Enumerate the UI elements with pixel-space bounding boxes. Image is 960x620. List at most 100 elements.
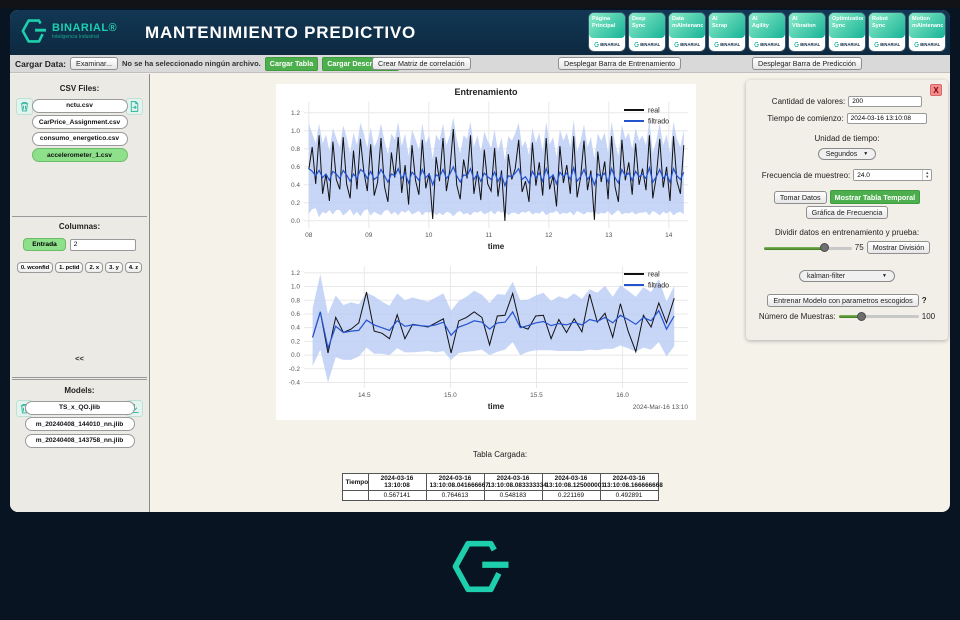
footer-brand-logo [452,540,509,593]
tabla-cargada-title: Tabla Cargada: [472,450,528,459]
table-cell: 0.764613 [425,490,485,501]
nav-button-brand: BINARIAL [869,38,905,51]
nav-app-button[interactable]: Robot Sync BINARIAL [869,13,905,51]
svg-text:-0.2: -0.2 [289,366,301,373]
cargar-tabla-button[interactable]: Cargar Tabla [264,56,319,71]
desplegar-prediccion-button[interactable]: Desplegar Barra de Predicción [752,57,862,70]
svg-text:filtrado: filtrado [648,119,669,126]
nav-button-brand: BINARIAL [789,38,825,51]
mostrar-division-button[interactable]: Mostrar División [866,241,931,254]
crear-matriz-button[interactable]: Crear Matriz de correlación [372,57,471,70]
chevron-down-icon: ▼ [863,151,869,157]
nav-app-button[interactable]: AI Scrap BINARIAL [709,13,745,51]
brand-subtitle: Inteligencia Industrial [52,34,99,41]
svg-text:real: real [648,108,660,115]
spinner-arrows[interactable]: ▲ ▼ [922,170,931,180]
brand-hexagon-icon [21,19,46,43]
model-item[interactable]: m_20240408_144010_nn.jlib [24,417,135,431]
nav-app-button[interactable]: Optimization Sync BINARIAL [829,13,865,51]
tiempo-label: Tiempo de comienzo: [767,114,844,123]
slider-thumb[interactable] [819,243,829,252]
content-area: CSV Files: nctu.csv CarPrice_Assignment.… [10,74,950,512]
svg-text:11: 11 [485,232,492,239]
top-edge-strip [0,0,960,8]
cantidad-row: Cantidad de valores: [746,96,948,107]
column-button[interactable]: 2. x [85,262,104,273]
help-text: ? [921,296,927,305]
column-button[interactable]: 3. y [105,262,123,273]
csv-file-item[interactable]: CarPrice_Assignment.csv [31,115,128,129]
muestras-row: Número de Muestras: 100 [746,311,948,321]
svg-text:15.5: 15.5 [530,392,543,399]
cantidad-input[interactable] [848,96,923,107]
table-header-cell: 2024-03-16 13:10:08.041666667 [425,473,489,491]
column-button[interactable]: 0. wconfid [16,262,54,273]
svg-text:1.0: 1.0 [291,128,300,135]
tiempo-input[interactable] [846,113,927,124]
svg-text:15.0: 15.0 [444,392,457,399]
nav-app-button[interactable]: Página Principal BINARIAL [589,13,625,51]
svg-text:0.8: 0.8 [291,146,300,153]
svg-text:1.0: 1.0 [291,284,300,291]
svg-text:0.6: 0.6 [291,164,300,171]
filtered-chart: -0.4 -0.2 0.0 0.2 0.4 0.6 0.8 1.0 1.2 14.5 15.0 15.… [276,258,696,418]
nav-app-button[interactable]: DatamAIntenance BINARIAL [669,13,705,51]
csv-file-item[interactable]: accelerometer_1.csv [31,148,128,162]
brand-hexagon-icon [833,42,839,47]
load-csv-button[interactable] [126,98,143,115]
collapse-button[interactable]: << [75,354,84,363]
csv-file-item[interactable]: nctu.csv [31,98,128,113]
muestras-value: 100 [921,311,936,321]
svg-text:0.4: 0.4 [291,325,300,332]
frecuencia-numbox: ▲▼ [853,169,933,181]
svg-text:0.0: 0.0 [291,352,300,359]
datos-buttons-row: Tomar Datos Mostrar Tabla Temporal [746,190,948,204]
unidad-select[interactable]: Segundos ▼ [817,148,877,160]
nav-button-label: AI [712,16,718,22]
brand-hexagon-icon [913,42,919,47]
slider-thumb[interactable] [857,311,867,321]
svg-text:09: 09 [365,232,373,239]
muestras-slider[interactable] [838,311,919,321]
brand-hexagon-icon [633,42,639,47]
entrada-button[interactable]: Entrada [23,238,66,251]
sidebar-divider [12,216,147,217]
column-button[interactable]: 4. z [124,262,143,273]
csv-file-item[interactable]: consumo_energetico.csv [31,131,128,146]
nav-app-button[interactable]: Deep Sync BINARIAL [629,13,665,51]
nav-button-label: Optimization [832,16,863,22]
svg-text:filtrado: filtrado [648,283,669,290]
nav-button-label: Motion [912,16,931,22]
table-header-cell: Tiempo [341,473,369,491]
training-figure: 0.0 0.2 0.4 0.6 0.8 1.0 1.2 08 09 10 11 12 13 14 Entre… [276,84,696,420]
close-panel-button[interactable]: X [930,84,942,96]
model-item[interactable]: TS_x_QO.jlib [24,400,135,415]
muestras-label: Número de Muestras: [758,311,836,321]
entrenar-modelo-button[interactable]: Entrenar Modelo con parametros escogidos [767,294,919,307]
nav-button-label: mAIntenance [672,23,703,30]
nav-app-button[interactable]: AI Agility BINARIAL [749,13,785,51]
model-item[interactable]: m_20240408_143758_nn.jlib [24,433,135,448]
mostrar-tabla-temporal-button[interactable]: Mostrar Tabla Temporal [829,190,921,204]
table-header-cell: 2024-03-16 13:10:08.125000001 [541,473,605,491]
table-header-row: Tiempo 2024-03-16 13:10:08 2024-03-16 13:1… [341,473,663,491]
nav-app-button[interactable]: MotionmAIntenance BINARIAL [909,13,945,51]
nav-button-label: Robot [872,16,888,22]
desplegar-entrenamiento-button[interactable]: Desplegar Barra de Entrenamiento [558,57,682,70]
frecuencia-input[interactable] [854,170,923,180]
frecuencia-row: Frecuencia de muestreo: ▲▼ [746,169,948,181]
nav-app-button[interactable]: AI Vibration BINARIAL [789,13,825,51]
examinar-button[interactable]: Examinar... [70,57,118,70]
filter-select[interactable]: kalman-filter ▼ [799,270,895,282]
nav-button-brand: BINARIAL [589,38,625,51]
dividir-slider[interactable] [763,243,852,253]
column-button[interactable]: 1. pctid [55,262,84,273]
brand-hexagon-icon [873,42,879,47]
tomar-datos-button[interactable]: Tomar Datos [773,190,827,204]
brand-hexagon-icon [673,42,679,47]
svg-text:0.6: 0.6 [291,311,300,318]
entrada-input[interactable] [69,238,136,251]
nav-button-label: Sync [632,23,646,30]
grafica-frecuencia-button[interactable]: Gráfica de Frecuencia [805,206,889,219]
svg-text:14.5: 14.5 [358,392,371,399]
